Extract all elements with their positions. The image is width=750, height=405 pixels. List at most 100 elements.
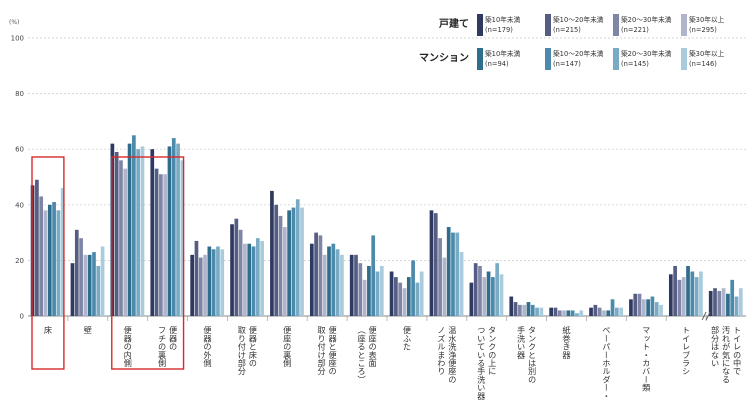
bar-s5-c4 [211,249,216,316]
bar-s1-c1 [74,229,79,316]
bar-s7-c0 [60,188,65,316]
bar-s1-c16 [673,265,677,316]
bar-s7-c11 [499,274,504,316]
bar-s0-c15 [629,299,633,316]
bar-s2-c12 [518,304,522,316]
bar-s2-c10 [438,238,442,316]
legend-label-1: 築10～20年未満 [553,15,604,24]
legend-n-6: (n=145) [621,60,649,68]
bar-s1-c14 [593,304,598,316]
bar-s0-c10 [429,210,434,316]
bar-s5-c9 [411,260,415,316]
y-axis-unit: (%) [9,19,19,26]
bar-s4-c0 [47,204,52,316]
legend-label-5: 築10～20年未満 [553,49,604,58]
bar-s6-c7 [335,249,340,316]
bar-s3-c7 [322,254,327,316]
bar-s5-c16 [690,271,695,316]
bar-s4-c16 [686,265,690,316]
bar-s5-c14 [610,299,615,316]
bar-s1-c7 [314,232,318,316]
bar-s3-c14 [602,310,606,316]
bar-s3-c0 [43,210,48,316]
bar-s1-c12 [513,302,518,316]
bar-s5-c13 [570,310,575,316]
x-tick-label-11-line-0: タンクの上に [487,326,497,375]
bar-s4-c10 [446,227,451,316]
bar-s4-c8 [367,265,371,316]
bar-s3-c4 [203,254,207,316]
bar-s3-c3 [163,174,168,316]
bar-s6-c10 [455,232,460,316]
bar-s5-c12 [530,304,535,316]
y-tick-label-80: 80 [15,90,24,98]
bar-s0-c12 [509,296,514,316]
y-tick-label-40: 40 [15,201,24,209]
bar-s5-c15 [650,296,655,316]
bar-s7-c8 [379,265,384,316]
bar-s2-c13 [557,310,562,316]
legend-group-label-0: 戸建て [439,17,469,30]
bar-s5-c0 [52,202,56,316]
bar-s4-c17 [726,293,730,316]
bar-s3-c17 [721,288,726,316]
bar-s6-c1 [96,265,101,316]
legend-n-1: (n=215) [553,26,581,34]
bar-s4-c14 [606,310,611,316]
bar-s1-c4 [194,240,199,316]
bar-s0-c6 [270,190,274,316]
bar-s5-c8 [371,235,376,316]
bar-s4-c4 [207,246,212,316]
bar-s0-c13 [549,307,553,316]
bar-s6-c3 [176,143,180,316]
bar-s4-c6 [287,210,291,316]
legend-label-7: 築30年以上 [689,49,725,58]
legend-n-4: (n=94) [485,60,509,68]
x-tick-label-1-line-0: 壁 [83,325,93,334]
legend-swatch-1 [545,14,551,36]
bar-s6-c13 [575,313,579,316]
bar-s1-c9 [394,277,398,316]
bar-s0-c1 [70,263,75,316]
bar-s6-c6 [295,199,300,316]
bar-s6-c14 [614,307,619,316]
bar-s5-c6 [291,207,296,316]
bar-s6-c15 [654,302,659,316]
x-tick-label-4-line-0: 便器の外側 [203,325,213,367]
bar-s4-c13 [566,310,571,316]
x-tick-label-2-line-0: 便器の内側 [123,325,133,367]
bar-s0-c9 [389,271,394,316]
bar-s2-c11 [478,265,482,316]
bar-s7-c6 [300,207,304,316]
y-tick-label-100: 100 [11,35,24,43]
bar-s4-c11 [486,271,491,316]
bar-s7-c14 [619,307,623,316]
bar-s7-c15 [659,304,663,316]
x-tick-label-7-line-1: 取り付け部分 [317,326,327,376]
bar-s7-c3 [180,160,185,316]
x-tick-label-5-line-1: 取り付け部分 [237,326,247,376]
bar-s6-c16 [694,277,699,316]
bar-s3-c9 [402,288,407,316]
bar-s1-c2 [114,151,119,316]
bar-s2-c6 [278,215,283,316]
bar-s2-c5 [238,229,243,316]
bar-s4-c3 [167,146,172,316]
bar-s2-c17 [717,290,722,316]
bar-s5-c3 [171,138,176,316]
legend-n-7: (n=146) [689,60,717,68]
bar-s6-c12 [535,307,539,316]
x-tick-label-16-line-0: トイレブラシ [681,326,691,375]
bar-s0-c7 [309,243,314,316]
x-tick-label-8-line-0: 便座の表面 [368,325,378,368]
bar-s0-c4 [190,254,194,316]
bar-s3-c8 [362,279,367,316]
bar-s0-c11 [469,282,474,316]
legend-label-6: 築20～30年未満 [621,49,672,58]
bar-s2-c8 [358,263,363,316]
y-tick-label-20: 20 [15,257,24,265]
bar-s7-c9 [419,271,424,316]
bar-s0-c17 [708,290,713,316]
bar-s1-c3 [154,168,159,316]
